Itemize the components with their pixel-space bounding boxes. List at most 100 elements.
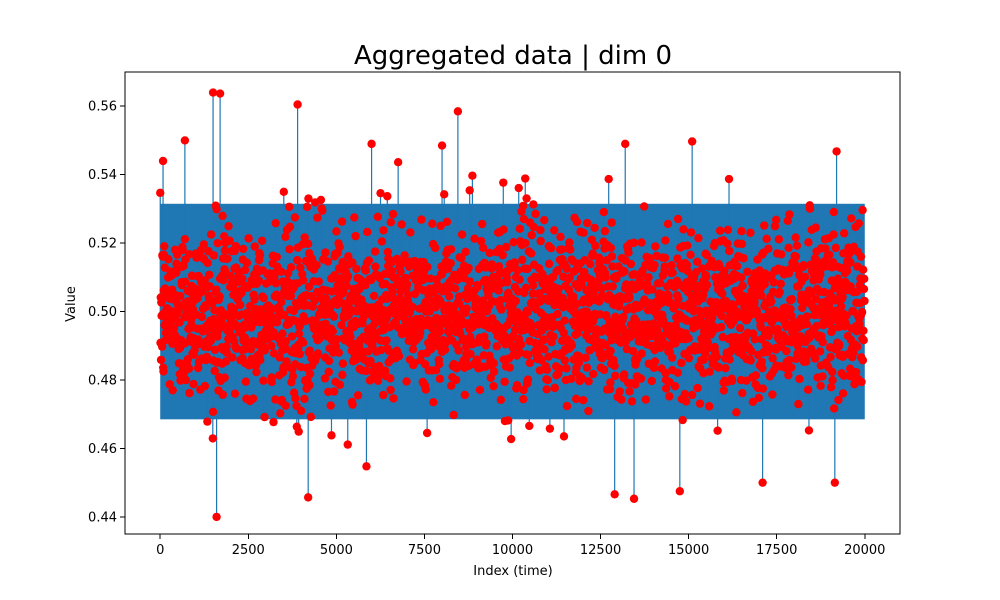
data-point-marker [350, 213, 359, 222]
data-point-marker [705, 367, 714, 376]
data-point-marker [757, 291, 766, 300]
data-point-marker [316, 195, 326, 205]
data-point-marker [586, 324, 595, 334]
data-point-marker [383, 247, 393, 257]
data-point-marker [210, 366, 219, 376]
data-point-marker [313, 213, 322, 222]
data-point-marker [473, 282, 483, 291]
data-point-marker [271, 279, 281, 288]
data-point-marker [737, 227, 746, 236]
data-point-marker [702, 250, 711, 260]
data-point-marker [175, 318, 184, 327]
data-point-marker [579, 228, 588, 237]
data-point-marker [696, 341, 706, 350]
data-point-marker [553, 309, 562, 319]
data-point-marker [750, 335, 759, 344]
data-point-marker [787, 295, 797, 304]
data-point-marker [769, 278, 778, 287]
data-point-marker [748, 397, 758, 407]
data-point-marker [220, 373, 229, 382]
data-point-marker [440, 190, 449, 199]
data-point-marker [435, 327, 444, 336]
data-point-marker [672, 300, 681, 310]
data-point-marker [762, 234, 771, 244]
data-point-marker [746, 356, 755, 365]
data-point-marker [540, 312, 549, 321]
data-point-marker [286, 291, 296, 301]
data-point-marker [791, 252, 801, 261]
data-point-marker [388, 287, 397, 297]
data-point-marker [329, 312, 339, 321]
data-point-marker [648, 285, 657, 294]
data-point-marker [751, 371, 761, 380]
data-point-marker [600, 226, 610, 236]
data-point-marker [408, 302, 417, 312]
data-point-marker [768, 354, 777, 363]
data-point-marker [625, 293, 634, 302]
data-point-marker [382, 336, 391, 345]
data-point-marker [304, 282, 314, 292]
data-point-marker [712, 352, 722, 362]
data-point-marker [661, 368, 670, 378]
data-point-marker [315, 334, 324, 343]
data-point-marker [660, 253, 670, 263]
data-point-marker [549, 332, 558, 341]
data-point-marker [509, 237, 518, 247]
data-point-marker [202, 352, 212, 362]
data-point-marker [361, 266, 371, 275]
data-point-marker [255, 250, 265, 260]
data-point-marker [560, 356, 569, 365]
data-point-marker [651, 242, 660, 251]
data-point-marker [271, 218, 280, 228]
data-point-marker [608, 282, 617, 291]
data-point-marker [695, 306, 704, 315]
data-point-marker [401, 273, 410, 283]
data-point-marker [611, 371, 620, 381]
data-point-marker [574, 352, 584, 361]
data-point-marker [746, 228, 755, 237]
data-point-marker [695, 399, 705, 408]
data-point-marker [383, 192, 392, 201]
data-point-marker [645, 254, 655, 263]
data-point-marker [679, 225, 688, 234]
data-point-marker [715, 226, 725, 235]
data-point-marker [176, 291, 185, 301]
data-point-marker [565, 273, 574, 282]
data-point-marker [301, 316, 310, 325]
data-point-marker [408, 345, 418, 354]
data-point-marker [282, 357, 291, 366]
data-point-marker [386, 218, 396, 227]
data-point-marker [760, 279, 769, 289]
data-point-marker [518, 255, 527, 265]
data-point-marker [519, 394, 528, 404]
data-point-marker [436, 221, 445, 231]
data-point-marker [774, 235, 784, 244]
data-point-marker [169, 324, 179, 333]
data-point-marker [446, 245, 456, 254]
data-point-marker [489, 359, 499, 368]
data-point-marker [572, 217, 582, 227]
data-point-marker [244, 361, 254, 370]
data-point-marker [558, 293, 567, 303]
data-point-marker [604, 174, 613, 184]
data-point-marker [431, 243, 440, 253]
data-point-marker [298, 338, 308, 347]
data-point-marker [480, 332, 489, 341]
data-point-marker [369, 291, 379, 301]
data-point-marker [758, 363, 767, 373]
data-point-marker [738, 281, 747, 290]
data-point-marker [544, 352, 553, 361]
data-point-marker [738, 388, 747, 398]
data-point-marker [539, 335, 549, 344]
data-point-marker [479, 243, 488, 253]
data-point-marker [546, 243, 556, 253]
data-point-marker [637, 238, 646, 247]
data-point-marker [160, 242, 169, 251]
data-point-marker [225, 236, 234, 245]
data-point-marker [433, 341, 442, 351]
data-point-marker [181, 375, 191, 385]
data-point-marker [550, 226, 559, 235]
data-point-marker [721, 296, 731, 306]
data-point-marker [269, 417, 278, 427]
data-point-marker [519, 214, 529, 224]
